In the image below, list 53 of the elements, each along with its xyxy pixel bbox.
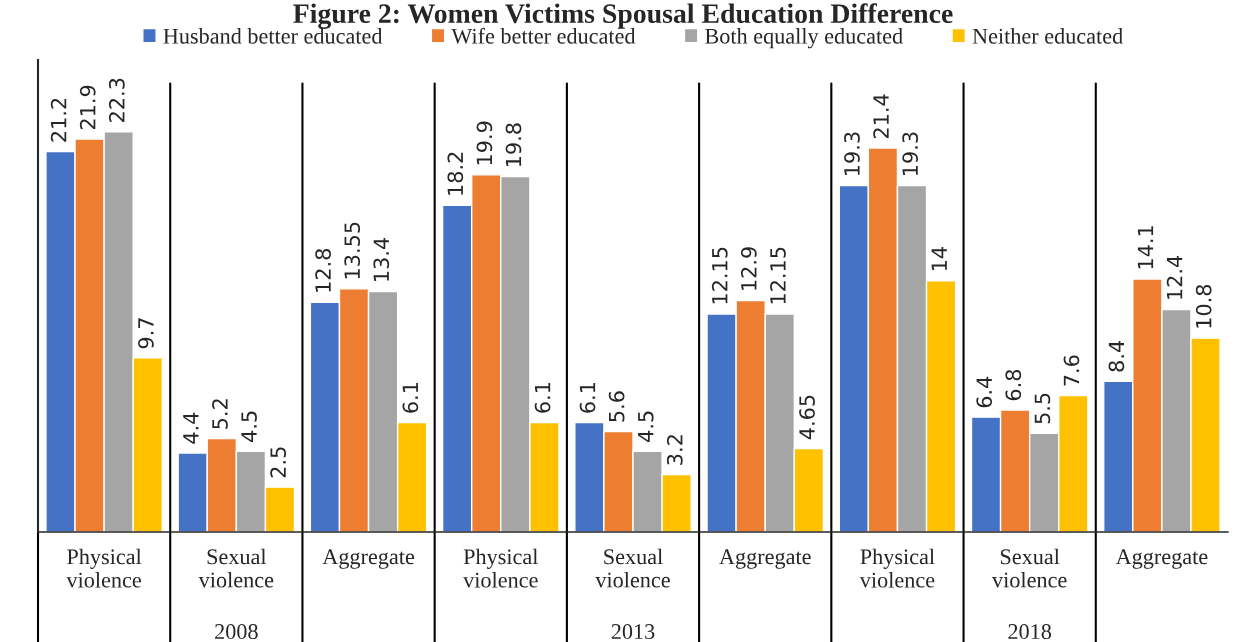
data-label: 12.15 <box>711 247 728 304</box>
x-tick-label: Physical violence <box>66 548 142 588</box>
data-label: 8.4 <box>1108 340 1125 372</box>
data-label: 5.6 <box>608 391 625 422</box>
data-label: 4.5 <box>638 411 654 442</box>
data-label: 2.5 <box>270 447 287 478</box>
legend-label: Both equally educated <box>705 28 903 49</box>
data-label: 13.4 <box>373 237 390 281</box>
data-label: 12.9 <box>740 247 757 290</box>
data-label: 14 <box>931 247 947 271</box>
data-label: 6.1 <box>534 382 551 413</box>
data-label: 4.5 <box>241 411 257 442</box>
legend-label: Husband better educated <box>163 28 383 44</box>
data-label: 21.4 <box>873 94 889 139</box>
data-label: 7.6 <box>1063 355 1080 386</box>
data-label: 6.8 <box>1005 369 1022 401</box>
data-label: 21.2 <box>50 98 67 142</box>
text: 2013 <box>611 624 655 640</box>
data-label: 4.65 <box>799 395 815 440</box>
data-label: 6.1 <box>579 382 596 413</box>
data-label: 12.4 <box>1166 255 1183 299</box>
data-label: 12.8 <box>315 248 331 292</box>
data-label: 13.55 <box>344 222 361 279</box>
chart-title: Figure 2: Women Victims Spousal Education Difference <box>293 3 953 29</box>
x-tick-label: Aggregate <box>322 549 415 569</box>
data-label: 12.15 <box>770 247 786 304</box>
x-tick-label: Sexual violence <box>595 548 670 588</box>
legend-label: Neither educated <box>972 28 1123 44</box>
data-label: 4.4 <box>183 412 199 444</box>
data-label: 22.3 <box>108 78 125 122</box>
text: 2008 <box>215 624 258 640</box>
data-label: 9.7 <box>138 318 154 349</box>
legend-label: Wife better educated <box>451 27 636 44</box>
data-label: 5.5 <box>1034 393 1051 424</box>
data-label: 10.8 <box>1195 284 1212 328</box>
data-label: 19.3 <box>844 132 860 176</box>
data-label: 6.4 <box>976 376 993 408</box>
x-tick-label: Sexual violence <box>198 548 274 588</box>
x-tick-label: Physical violence <box>463 548 538 588</box>
text: 2018 <box>1008 624 1052 640</box>
data-label: 19.9 <box>476 121 493 165</box>
data-label: 3.2 <box>666 435 683 465</box>
data-label: 18.2 <box>447 152 464 195</box>
x-tick-label: Physical violence <box>859 548 935 588</box>
data-label: 5.2 <box>212 399 228 429</box>
data-label: 21.9 <box>79 85 96 130</box>
data-label: 19.8 <box>505 123 522 167</box>
data-label: 6.1 <box>402 382 419 413</box>
x-tick-label: Aggregate <box>719 549 811 569</box>
x-tick-label: Aggregate <box>1115 549 1208 569</box>
data-label: 14.1 <box>1137 226 1154 269</box>
x-tick-label: Sexual violence <box>992 548 1067 588</box>
data-label: 19.3 <box>902 132 919 176</box>
